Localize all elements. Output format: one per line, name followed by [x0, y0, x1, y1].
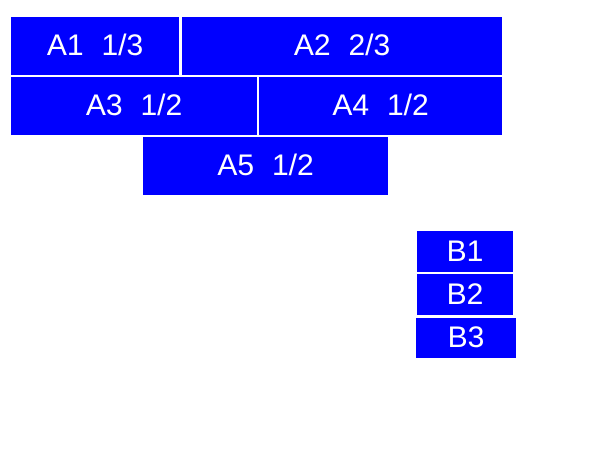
block-b2: B2 [417, 274, 513, 315]
block-a1: A1 1/3 [11, 17, 179, 75]
block-a3: A3 1/2 [11, 77, 257, 135]
block-a4: A4 1/2 [259, 77, 502, 135]
block-b1: B1 [417, 231, 513, 272]
block-b3: B3 [416, 318, 516, 358]
block-a5: A5 1/2 [143, 137, 388, 195]
block-a2: A2 2/3 [182, 17, 502, 75]
